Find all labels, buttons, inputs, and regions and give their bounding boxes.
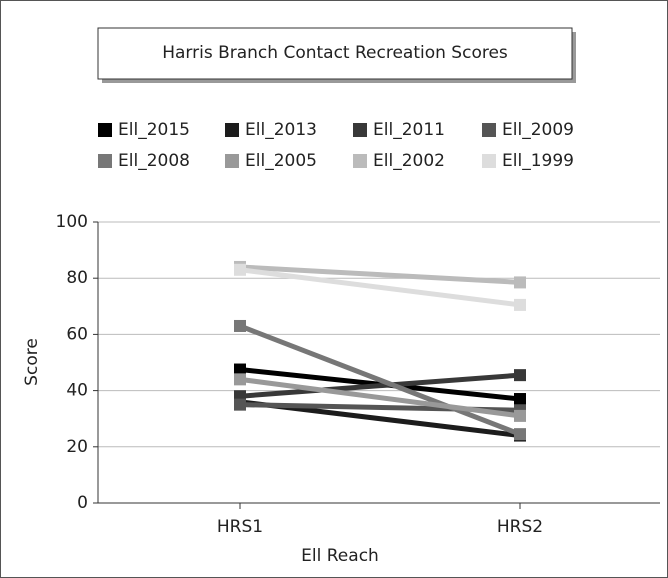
- x-tick-label: HRS1: [217, 517, 263, 537]
- series-line: [239, 264, 521, 285]
- point: [234, 373, 246, 386]
- y-tick-label: 60: [66, 324, 88, 344]
- series-line: [239, 323, 521, 437]
- point: [514, 393, 526, 406]
- title-box: [97, 27, 573, 80]
- x-tick-label: HRS2: [497, 517, 543, 537]
- point: [234, 319, 246, 332]
- point: [514, 298, 526, 311]
- legend-label: Ell_2008: [118, 151, 190, 171]
- y-tick-label: 40: [66, 381, 88, 401]
- y-tick-label: 20: [66, 437, 88, 457]
- series-line: [239, 267, 521, 308]
- legend-label: Ell_2013: [245, 120, 317, 140]
- series-line: [239, 372, 521, 399]
- legend-label: Ell_2009: [502, 120, 574, 140]
- legend-swatch: [98, 154, 112, 168]
- legend-swatch: [482, 154, 496, 168]
- legend-swatch: [225, 123, 239, 137]
- y-tick-label: 0: [77, 493, 88, 513]
- legend-label: Ell_2015: [118, 120, 190, 140]
- point: [234, 263, 246, 276]
- point: [514, 409, 526, 422]
- point: [234, 398, 246, 411]
- legend-label: Ell_2005: [245, 151, 317, 171]
- legend-swatch: [482, 123, 496, 137]
- x-axis-label: Ell Reach: [301, 546, 379, 566]
- legend-label: Ell_2011: [373, 120, 445, 140]
- legend-swatch: [353, 123, 367, 137]
- point: [514, 428, 526, 441]
- y-axis-label: Score: [22, 338, 42, 386]
- point: [234, 363, 246, 376]
- series-line: [239, 376, 521, 419]
- legend-swatch: [353, 154, 367, 168]
- legend-swatch: [98, 123, 112, 137]
- point: [514, 276, 526, 289]
- legend-swatch: [225, 154, 239, 168]
- legend-label: Ell_2002: [373, 151, 445, 171]
- chart-title: Harris Branch Contact Recreation Scores: [162, 43, 508, 63]
- y-tick-label: 100: [56, 212, 88, 232]
- y-tick-label: 80: [66, 268, 88, 288]
- point: [514, 369, 526, 382]
- legend-label: Ell_1999: [502, 151, 574, 171]
